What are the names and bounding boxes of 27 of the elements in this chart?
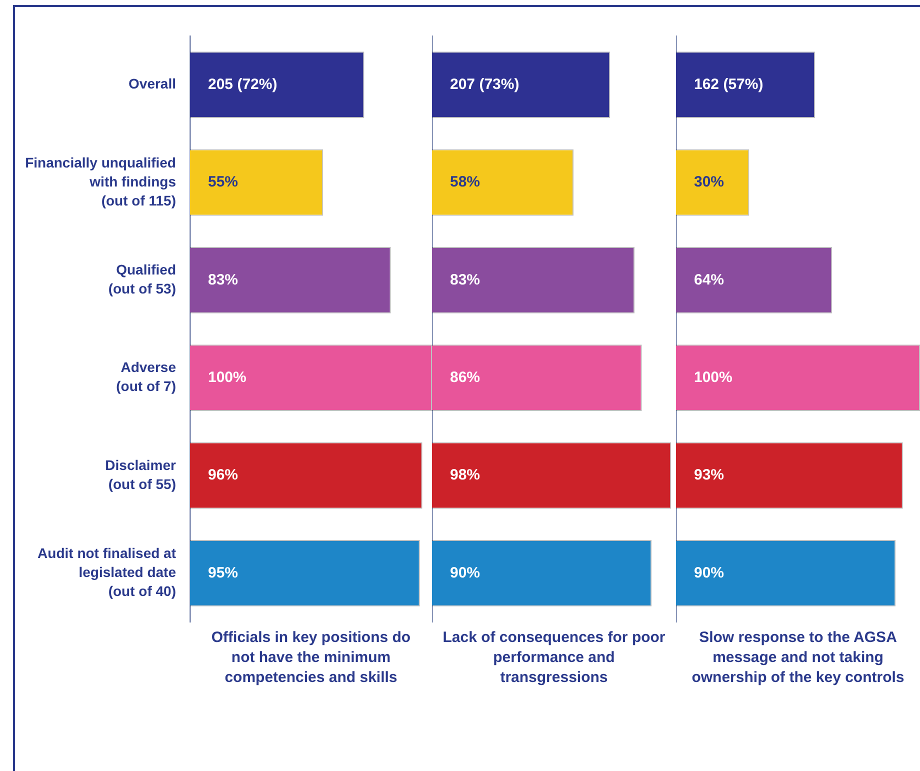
y-tick-label: Qualified (out of 53) — [108, 262, 176, 297]
data-label: 95% — [208, 564, 238, 582]
data-label: 58% — [450, 174, 480, 191]
y-tick-label: Audit not finalised at legislated date (out of 40) — [38, 545, 176, 600]
y-tick-label: Financially unqualified with findings (out of 115) — [25, 154, 176, 208]
data-label: 83% — [450, 271, 480, 288]
data-label: 55% — [208, 174, 238, 191]
data-label: 93% — [694, 466, 724, 484]
data-label: 96% — [208, 466, 238, 484]
y-tick-label: Disclaimer (out of 55) — [105, 456, 177, 492]
data-label: 90% — [694, 564, 724, 582]
data-label: 100% — [694, 368, 732, 386]
data-label: 162 (57%) — [694, 76, 764, 93]
x-axis-title: Officials in key positions do not have the minimum competencies and skills — [210, 628, 412, 688]
data-label: 207 (73%) — [450, 76, 520, 93]
x-axis-title: Slow response to the AGSA message and not taking ownership of the key controls — [690, 628, 906, 688]
data-label: 90% — [450, 564, 480, 582]
data-label: 100% — [208, 368, 246, 386]
data-label: 98% — [450, 466, 480, 484]
data-label: 83% — [208, 271, 238, 288]
x-axis-title: Lack of consequences for poor performance and transgressions — [442, 628, 666, 688]
data-label: 86% — [450, 368, 480, 386]
data-label: 205 (72%) — [208, 76, 278, 93]
data-label: 64% — [694, 271, 724, 288]
y-tick-label: Overall — [128, 76, 176, 92]
data-label: 30% — [694, 174, 724, 191]
y-tick-label: Adverse (out of 7) — [116, 359, 176, 394]
